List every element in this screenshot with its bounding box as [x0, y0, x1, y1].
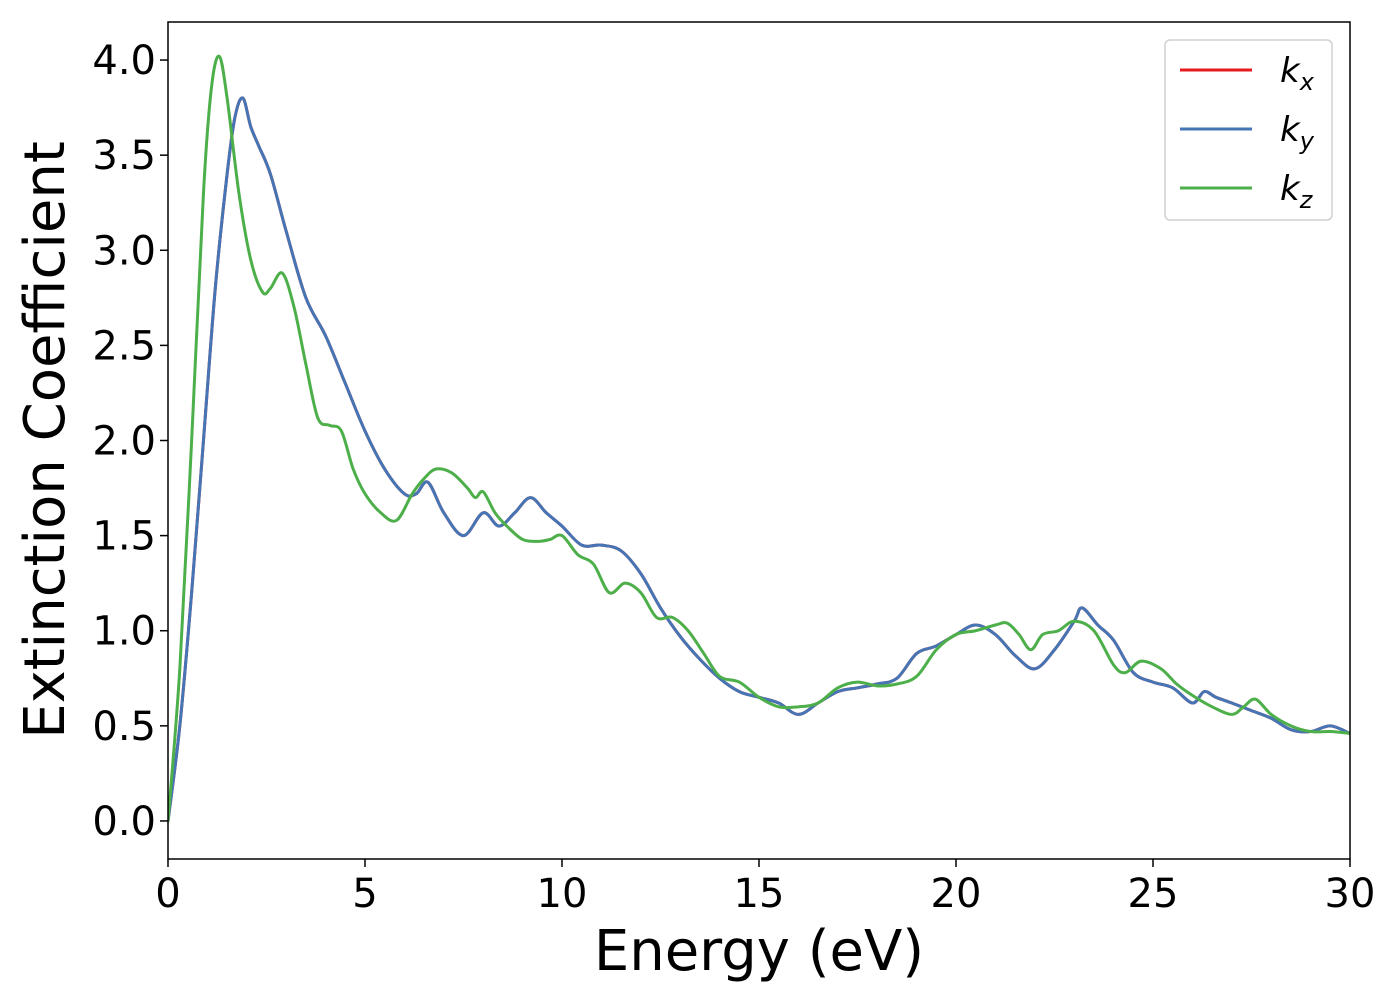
y-tick-label: 3.0	[92, 228, 156, 274]
y-tick-label: 1.5	[92, 514, 156, 560]
y-tick-label: 1.0	[92, 609, 156, 655]
legend-label-kz: kz	[1280, 169, 1314, 214]
plot-background	[168, 22, 1350, 859]
y-axis: 0.0 0.5 1.0 1.5 2.0 2.5 3.0 3.5 4.0	[92, 38, 168, 845]
series-line-ky	[168, 96, 1350, 823]
y-tick-label: 2.0	[92, 419, 156, 465]
y-tick-label: 3.5	[92, 133, 156, 179]
x-tick-label: 10	[537, 871, 588, 917]
x-tick-label: 0	[155, 871, 180, 917]
y-tick-label: 0.0	[92, 799, 156, 845]
x-axis: 0 5 10 15 20 25 30	[155, 859, 1375, 917]
legend-label-ky: ky	[1280, 110, 1315, 155]
x-tick-label: 25	[1128, 871, 1179, 917]
series-layer	[168, 54, 1350, 823]
legend-label-kx: kx	[1280, 51, 1315, 96]
y-tick-label: 0.5	[92, 704, 156, 750]
legend: kx ky kz	[1164, 39, 1333, 221]
x-tick-label: 30	[1325, 871, 1376, 917]
y-tick-label: 4.0	[92, 38, 156, 84]
x-tick-label: 15	[734, 871, 785, 917]
x-axis-title: Energy (eV)	[594, 919, 924, 984]
y-axis-title: Extinction Coefficient	[13, 141, 78, 739]
y-tick-label: 2.5	[92, 323, 156, 369]
series-line-kz	[168, 54, 1350, 823]
x-tick-label: 5	[352, 871, 377, 917]
x-tick-label: 20	[931, 871, 982, 917]
